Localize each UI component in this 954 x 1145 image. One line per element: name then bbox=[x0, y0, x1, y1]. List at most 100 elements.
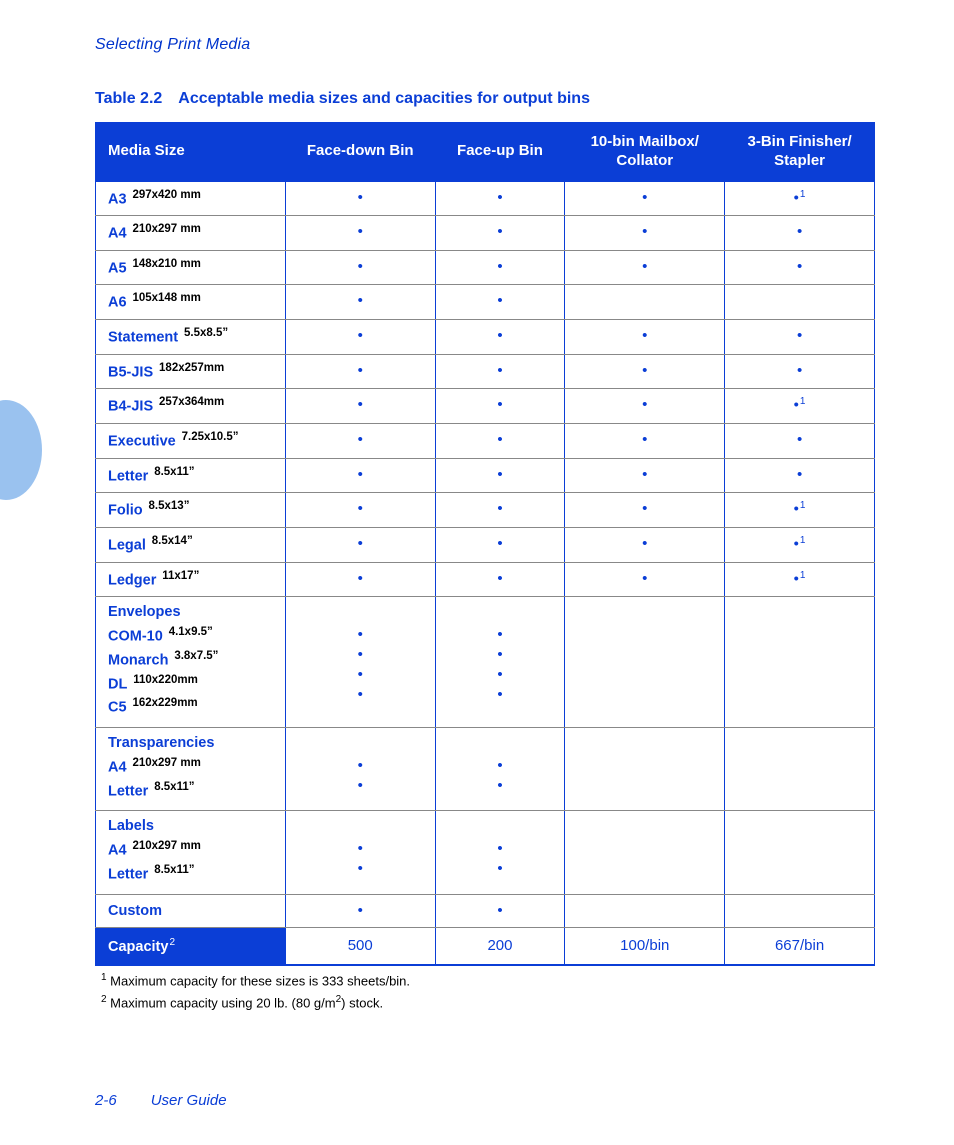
cell-face-up: • bbox=[435, 389, 565, 424]
th-finisher: 3-Bin Finisher/ Stapler bbox=[725, 123, 875, 182]
cell-face-down: • bbox=[285, 181, 435, 216]
cell-face-down: • bbox=[285, 250, 435, 285]
cell-mailbox bbox=[565, 728, 725, 811]
cell-finisher: •1 bbox=[725, 528, 875, 563]
side-tab-decoration bbox=[0, 400, 42, 500]
cell-mailbox bbox=[565, 285, 725, 320]
cell-face-up: • bbox=[435, 285, 565, 320]
cell-face-down: • bbox=[285, 285, 435, 320]
th-face-down: Face-down Bin bbox=[285, 123, 435, 182]
cell-face-up: •••• bbox=[435, 597, 565, 728]
table-row: A6 105x148 mm•• bbox=[96, 285, 875, 320]
page-container: Selecting Print Media Table 2.2 Acceptabl… bbox=[0, 0, 954, 1145]
th-media-size: Media Size bbox=[96, 123, 286, 182]
table-row: A5 148x210 mm•••• bbox=[96, 250, 875, 285]
cell-media: A4 210x297 mm bbox=[96, 216, 286, 251]
cell-finisher: • bbox=[725, 354, 875, 389]
table-caption-number: Table 2.2 bbox=[95, 90, 162, 107]
cell-capacity-fin: 667/bin bbox=[725, 927, 875, 965]
cell-media: Statement 5.5x8.5” bbox=[96, 320, 286, 355]
cell-media: Executive 7.25x10.5” bbox=[96, 424, 286, 459]
table-row: A3 297x420 mm••••1 bbox=[96, 181, 875, 216]
cell-face-up: •• bbox=[435, 811, 565, 894]
footnote-1: 1 Maximum capacity for these sizes is 33… bbox=[101, 970, 894, 992]
cell-face-down: • bbox=[285, 493, 435, 528]
cell-finisher bbox=[725, 285, 875, 320]
cell-face-up: • bbox=[435, 320, 565, 355]
cell-face-down: •• bbox=[285, 811, 435, 894]
cell-face-up: •• bbox=[435, 728, 565, 811]
footnote-2-text-a: Maximum capacity using 20 lb. (80 g/m bbox=[107, 995, 336, 1010]
th-mailbox: 10-bin Mailbox/ Collator bbox=[565, 123, 725, 182]
cell-face-up: • bbox=[435, 250, 565, 285]
cell-face-down: • bbox=[285, 216, 435, 251]
cell-mailbox: • bbox=[565, 320, 725, 355]
cell-mailbox bbox=[565, 597, 725, 728]
cell-capacity-fd: 500 bbox=[285, 927, 435, 965]
cell-media: Custom bbox=[96, 894, 286, 927]
cell-mailbox: • bbox=[565, 250, 725, 285]
cell-media: Legal 8.5x14” bbox=[96, 528, 286, 563]
cell-media: TransparenciesA4 210x297 mmLetter 8.5x11… bbox=[96, 728, 286, 811]
cell-finisher: •1 bbox=[725, 181, 875, 216]
table-caption-title: Acceptable media sizes and capacities fo… bbox=[178, 90, 590, 107]
table-row: Folio 8.5x13”••••1 bbox=[96, 493, 875, 528]
cell-face-up: • bbox=[435, 216, 565, 251]
cell-finisher: • bbox=[725, 216, 875, 251]
cell-media: B4-JIS 257x364mm bbox=[96, 389, 286, 424]
cell-capacity-fu: 200 bbox=[435, 927, 565, 965]
cell-finisher: •1 bbox=[725, 562, 875, 597]
footnote-2-text-b: ) stock. bbox=[341, 995, 383, 1010]
cell-mailbox: • bbox=[565, 493, 725, 528]
cell-finisher: • bbox=[725, 424, 875, 459]
table-group-row: TransparenciesA4 210x297 mmLetter 8.5x11… bbox=[96, 728, 875, 811]
cell-media: B5-JIS 182x257mm bbox=[96, 354, 286, 389]
table-row: Executive 7.25x10.5”•••• bbox=[96, 424, 875, 459]
table-body: A3 297x420 mm••••1A4 210x297 mm••••A5 14… bbox=[96, 181, 875, 965]
cell-face-down: • bbox=[285, 894, 435, 927]
cell-face-up: • bbox=[435, 894, 565, 927]
table-row: A4 210x297 mm•••• bbox=[96, 216, 875, 251]
footnote-1-text: Maximum capacity for these sizes is 333 … bbox=[107, 973, 410, 988]
section-heading: Selecting Print Media bbox=[95, 36, 894, 54]
cell-face-up: • bbox=[435, 528, 565, 563]
table-group-row: EnvelopesCOM-10 4.1x9.5”Monarch 3.8x7.5”… bbox=[96, 597, 875, 728]
table-row: Ledger 11x17”••••1 bbox=[96, 562, 875, 597]
cell-mailbox: • bbox=[565, 354, 725, 389]
table-row-capacity: Capacity2500200100/bin667/bin bbox=[96, 927, 875, 965]
cell-mailbox: • bbox=[565, 389, 725, 424]
table-row: B4-JIS 257x364mm••••1 bbox=[96, 389, 875, 424]
cell-face-down: • bbox=[285, 354, 435, 389]
cell-mailbox: • bbox=[565, 181, 725, 216]
cell-finisher bbox=[725, 597, 875, 728]
cell-mailbox: • bbox=[565, 562, 725, 597]
footnotes: 1 Maximum capacity for these sizes is 33… bbox=[101, 970, 894, 1014]
page-footer: 2-6User Guide bbox=[95, 1092, 227, 1109]
cell-media: A6 105x148 mm bbox=[96, 285, 286, 320]
cell-media: A3 297x420 mm bbox=[96, 181, 286, 216]
table-row: Legal 8.5x14”••••1 bbox=[96, 528, 875, 563]
cell-media: Folio 8.5x13” bbox=[96, 493, 286, 528]
cell-capacity-label: Capacity2 bbox=[96, 927, 286, 965]
table-row: Letter 8.5x11”•••• bbox=[96, 458, 875, 493]
table-group-row: LabelsA4 210x297 mmLetter 8.5x11”•••• bbox=[96, 811, 875, 894]
cell-finisher: •1 bbox=[725, 493, 875, 528]
cell-mailbox bbox=[565, 811, 725, 894]
cell-media: A5 148x210 mm bbox=[96, 250, 286, 285]
cell-media: EnvelopesCOM-10 4.1x9.5”Monarch 3.8x7.5”… bbox=[96, 597, 286, 728]
table-row-custom: Custom•• bbox=[96, 894, 875, 927]
cell-face-up: • bbox=[435, 354, 565, 389]
cell-face-up: • bbox=[435, 424, 565, 459]
cell-face-up: • bbox=[435, 562, 565, 597]
cell-finisher: •1 bbox=[725, 389, 875, 424]
footer-doc-title: User Guide bbox=[151, 1092, 227, 1109]
cell-face-down: • bbox=[285, 528, 435, 563]
footnote-2: 2 Maximum capacity using 20 lb. (80 g/m2… bbox=[101, 992, 894, 1014]
cell-face-down: • bbox=[285, 562, 435, 597]
cell-mailbox bbox=[565, 894, 725, 927]
cell-finisher: • bbox=[725, 250, 875, 285]
cell-mailbox: • bbox=[565, 216, 725, 251]
cell-face-up: • bbox=[435, 493, 565, 528]
cell-finisher bbox=[725, 728, 875, 811]
cell-face-down: • bbox=[285, 458, 435, 493]
